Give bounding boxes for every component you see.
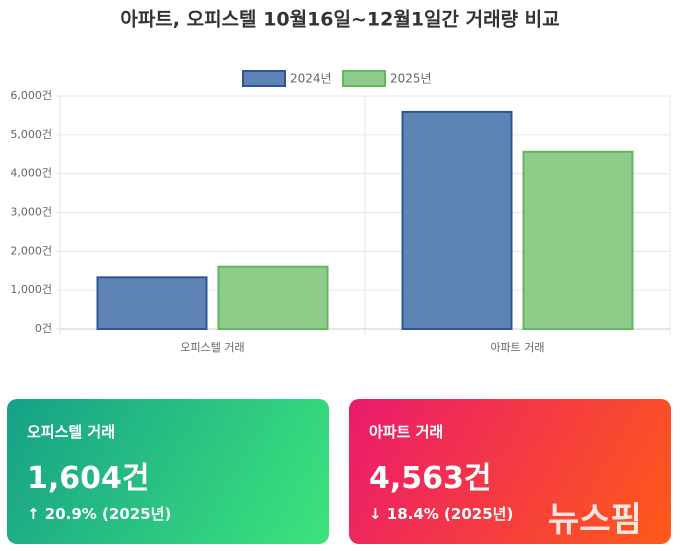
legend-label: 2024년: [290, 72, 332, 86]
card-title: 오피스텔 거래: [27, 423, 116, 441]
watermark: 뉴스핌: [548, 500, 642, 540]
bar: [96, 276, 208, 330]
chart: 아파트, 오피스텔 10월16일~12월1일간 거래량 비교 0건 1,000건 2…: [10, 9, 671, 354]
card-change: ↓ 18.4% (2025년): [369, 505, 514, 523]
y-tick-label: 6,000건: [10, 89, 52, 102]
card-title: 아파트 거래: [369, 423, 444, 441]
card-value: 4,563건: [369, 461, 492, 496]
y-tick-label: 4,000건: [10, 167, 52, 180]
y-tick-label: 5,000건: [10, 128, 52, 141]
chart-title: 아파트, 오피스텔 10월16일~12월1일간 거래량 비교: [120, 9, 559, 31]
y-tick-label: 2,000건: [10, 244, 52, 257]
bar: [522, 150, 634, 330]
bar: [217, 265, 329, 330]
bar: [401, 110, 513, 331]
y-tick-label: 3,000건: [10, 206, 52, 219]
legend-swatch: [242, 70, 286, 87]
legend-label: 2025년: [390, 72, 432, 86]
card-change: ↑ 20.9% (2025년): [27, 505, 172, 523]
card-value: 1,604건: [27, 461, 150, 496]
y-tick-label: 1,000건: [10, 283, 52, 296]
card: 오피스텔 거래 1,604건 ↑ 20.9% (2025년): [7, 399, 329, 544]
y-tick-label: 0건: [35, 322, 52, 335]
x-tick-label: 오피스텔 거래: [180, 341, 244, 354]
x-tick-label: 아파트 거래: [490, 341, 544, 354]
legend-swatch: [342, 70, 386, 87]
card: 아파트 거래 4,563건 ↓ 18.4% (2025년): [349, 399, 671, 544]
